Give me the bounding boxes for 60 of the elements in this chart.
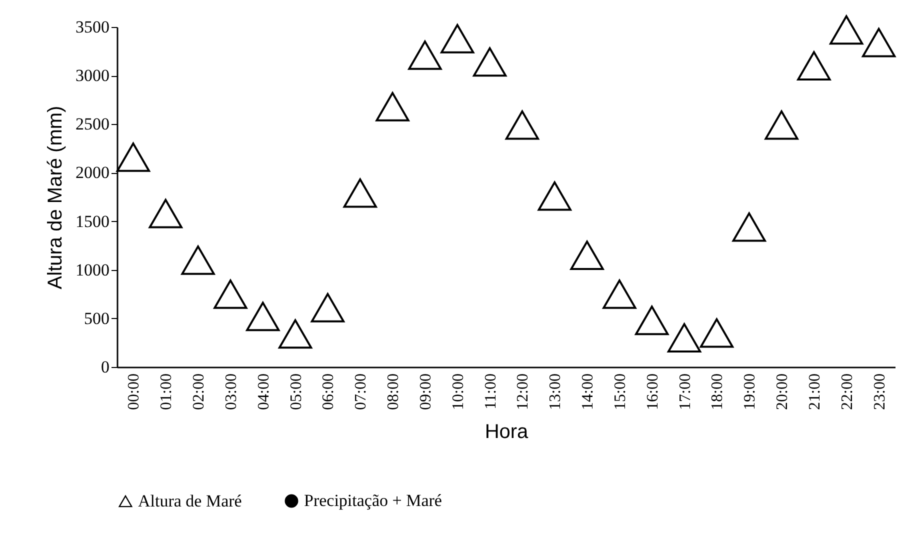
x-tick-label: 09:00 [417,374,434,410]
y-tick-label: 0 [101,358,110,376]
point [570,240,604,270]
y-tick-label: 2000 [76,163,110,182]
x-tick-label: 01:00 [158,374,176,410]
point [181,245,215,275]
x-tick-label: 13:00 [547,374,564,410]
x-tick-label: 04:00 [255,374,272,410]
point [797,51,831,81]
x-tick-label: 18:00 [709,374,726,410]
x-tick-label: 10:00 [450,374,467,410]
y-tick-label: 1500 [76,212,110,231]
x-tick-label: 14:00 [580,374,597,410]
point [472,47,507,77]
x-tick-label: 12:00 [514,374,532,410]
x-tick-label: 17:00 [676,374,694,410]
point [538,181,572,211]
point [310,293,345,322]
point [635,306,669,336]
point [376,92,410,122]
x-tick-label: 08:00 [385,374,402,410]
x-tick-label: 19:00 [742,374,759,410]
point [862,28,896,58]
x-tick-label: 21:00 [806,374,824,410]
y-tick-label: 3000 [76,66,110,86]
point [343,178,377,208]
y-tick-label: 3500 [76,18,110,36]
x-tick-label: 07:00 [352,374,370,410]
x-tick-label: 23:00 [871,374,888,410]
point [602,279,636,309]
point [278,319,312,349]
y-tick-label: 1000 [76,260,110,280]
x-tick-label: 16:00 [644,374,662,410]
point [214,279,248,309]
point [116,142,150,172]
y-tick-label: 500 [84,308,110,328]
legend-label: Altura de Maré [138,491,242,510]
legend-label: Precipitação + Maré [304,490,442,510]
x-tick-label: 03:00 [222,374,240,410]
point [764,110,798,140]
point [505,110,540,140]
x-tick-label: 05:00 [288,374,305,410]
x-tick-label: 00:00 [126,374,143,410]
y-tick-label: 2500 [76,114,110,134]
x-tick-label: 22:00 [838,374,856,410]
point [667,323,702,353]
point [830,15,864,45]
x-tick-label: 02:00 [190,374,208,410]
point [246,302,280,332]
point [732,212,766,242]
x-tick-label: 06:00 [320,374,338,410]
x-tick-label: 15:00 [612,374,629,410]
point [408,40,442,70]
point [440,24,474,54]
x-tick-label: 11:00 [482,374,500,410]
y-axis-title: Altura de Maré (mm) [44,106,66,290]
point [148,198,182,228]
point [700,318,734,348]
x-axis-title: Hora [484,420,530,443]
x-tick-label: 20:00 [774,374,792,410]
